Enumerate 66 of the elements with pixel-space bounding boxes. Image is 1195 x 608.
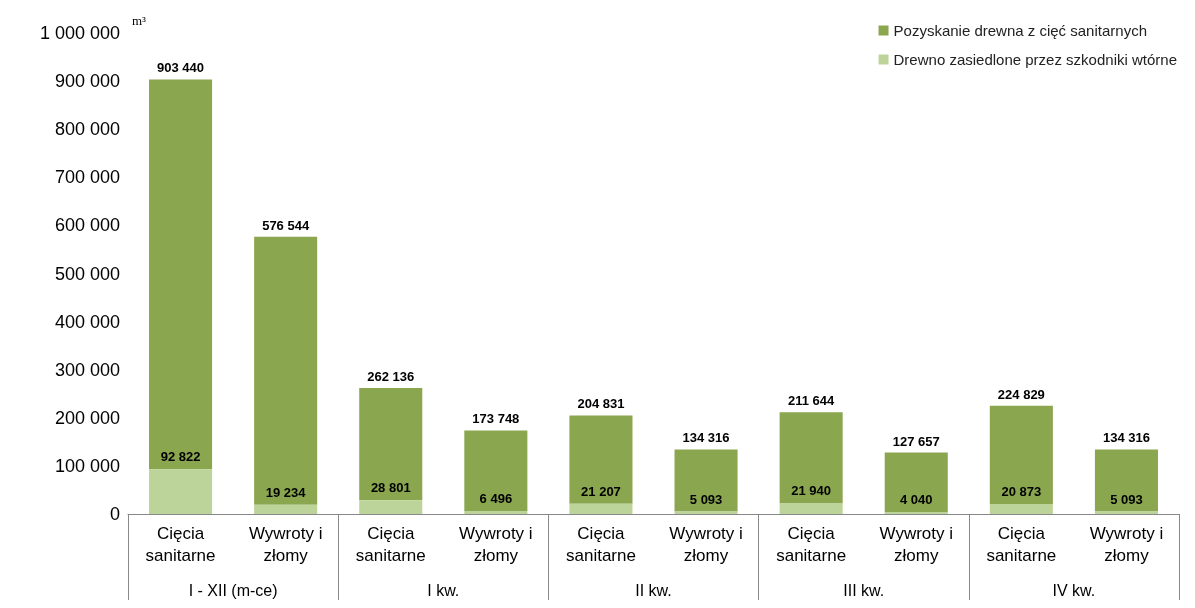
- data-label: 28 801: [370, 480, 411, 496]
- bar: [254, 236, 318, 505]
- x-tick-label: Wywroty i złomy: [669, 523, 743, 565]
- y-tick-label: 100 000: [54, 455, 120, 476]
- y-tick-label: 1 000 000: [39, 23, 120, 43]
- data-label: 21 207: [581, 483, 621, 499]
- bar: [149, 79, 213, 470]
- x-tick-label: Wywroty i złomy: [1089, 523, 1164, 565]
- data-label: 19 234: [265, 484, 307, 500]
- y-tick-label: 700 000: [54, 167, 120, 188]
- total-label: 204 831: [577, 396, 625, 412]
- total-label: 903 440: [157, 60, 205, 76]
- y-tick-label: 800 000: [54, 119, 120, 140]
- total-label: 134 316: [1102, 430, 1150, 446]
- y-tick-label: 0: [109, 504, 120, 524]
- bar: [569, 415, 633, 504]
- total-label: 211 644: [788, 393, 836, 409]
- bar: [779, 503, 843, 514]
- y-tick-label: 300 000: [54, 359, 120, 380]
- x-tick-label: Wywroty i złomy: [879, 523, 954, 565]
- x-tick-label: Wywroty i złomy: [248, 523, 323, 565]
- bar: [254, 504, 318, 514]
- x-tick-label: Cięcia sanitarne: [565, 523, 636, 565]
- data-label: 4 040: [899, 492, 933, 508]
- y-axis-title: m³: [132, 13, 147, 28]
- x-tick-label: Cięcia sanitarne: [145, 523, 216, 565]
- x-tick-label: Wywroty i złomy: [459, 523, 533, 565]
- text: II kw.: [635, 581, 672, 599]
- bar: [149, 469, 213, 514]
- total-label: 576 544: [262, 217, 310, 233]
- bar: [464, 510, 528, 514]
- bar: [989, 405, 1053, 504]
- data-label: 20 873: [1001, 483, 1042, 499]
- total-label: 224 829: [997, 386, 1045, 402]
- total-label: 173 748: [472, 411, 520, 427]
- data-label: 5 093: [689, 491, 723, 507]
- total-label: 127 657: [892, 433, 940, 449]
- y-tick-label: 200 000: [54, 407, 120, 428]
- x-tick-label: Cięcia sanitarne: [776, 523, 847, 565]
- bar: [989, 503, 1053, 514]
- data-label: 6 496: [479, 490, 513, 506]
- bar: [674, 449, 738, 512]
- total-label: 262 136: [367, 368, 415, 384]
- data-label: 92 822: [160, 449, 201, 465]
- bar: [1094, 449, 1158, 512]
- x-tick-label: Cięcia sanitarne: [355, 523, 426, 565]
- text: I kw.: [427, 581, 460, 599]
- data-label: 21 940: [791, 483, 832, 499]
- bar: [464, 430, 528, 511]
- bar: [359, 387, 423, 501]
- bar: [359, 500, 423, 514]
- y-tick-label: 500 000: [54, 263, 120, 284]
- x-tick-label: Cięcia sanitarne: [986, 523, 1057, 565]
- y-tick-label: 900 000: [54, 71, 120, 92]
- legend-label: Pozyskanie drewna z cięć sanitarnych: [893, 22, 1147, 39]
- data-label: 5 093: [1110, 491, 1143, 507]
- text: I - XII (m-ce): [188, 581, 278, 599]
- text: IV kw.: [1052, 581, 1096, 599]
- legend-label: Drewno zasiedlone przez szkodniki wtórne: [893, 51, 1178, 68]
- bar: [779, 412, 843, 504]
- y-tick-label: 400 000: [54, 311, 120, 332]
- bar: [569, 503, 633, 514]
- total-label: 134 316: [682, 430, 730, 446]
- text: III kw.: [843, 581, 885, 599]
- y-tick-label: 600 000: [54, 215, 120, 236]
- bar: [884, 452, 948, 513]
